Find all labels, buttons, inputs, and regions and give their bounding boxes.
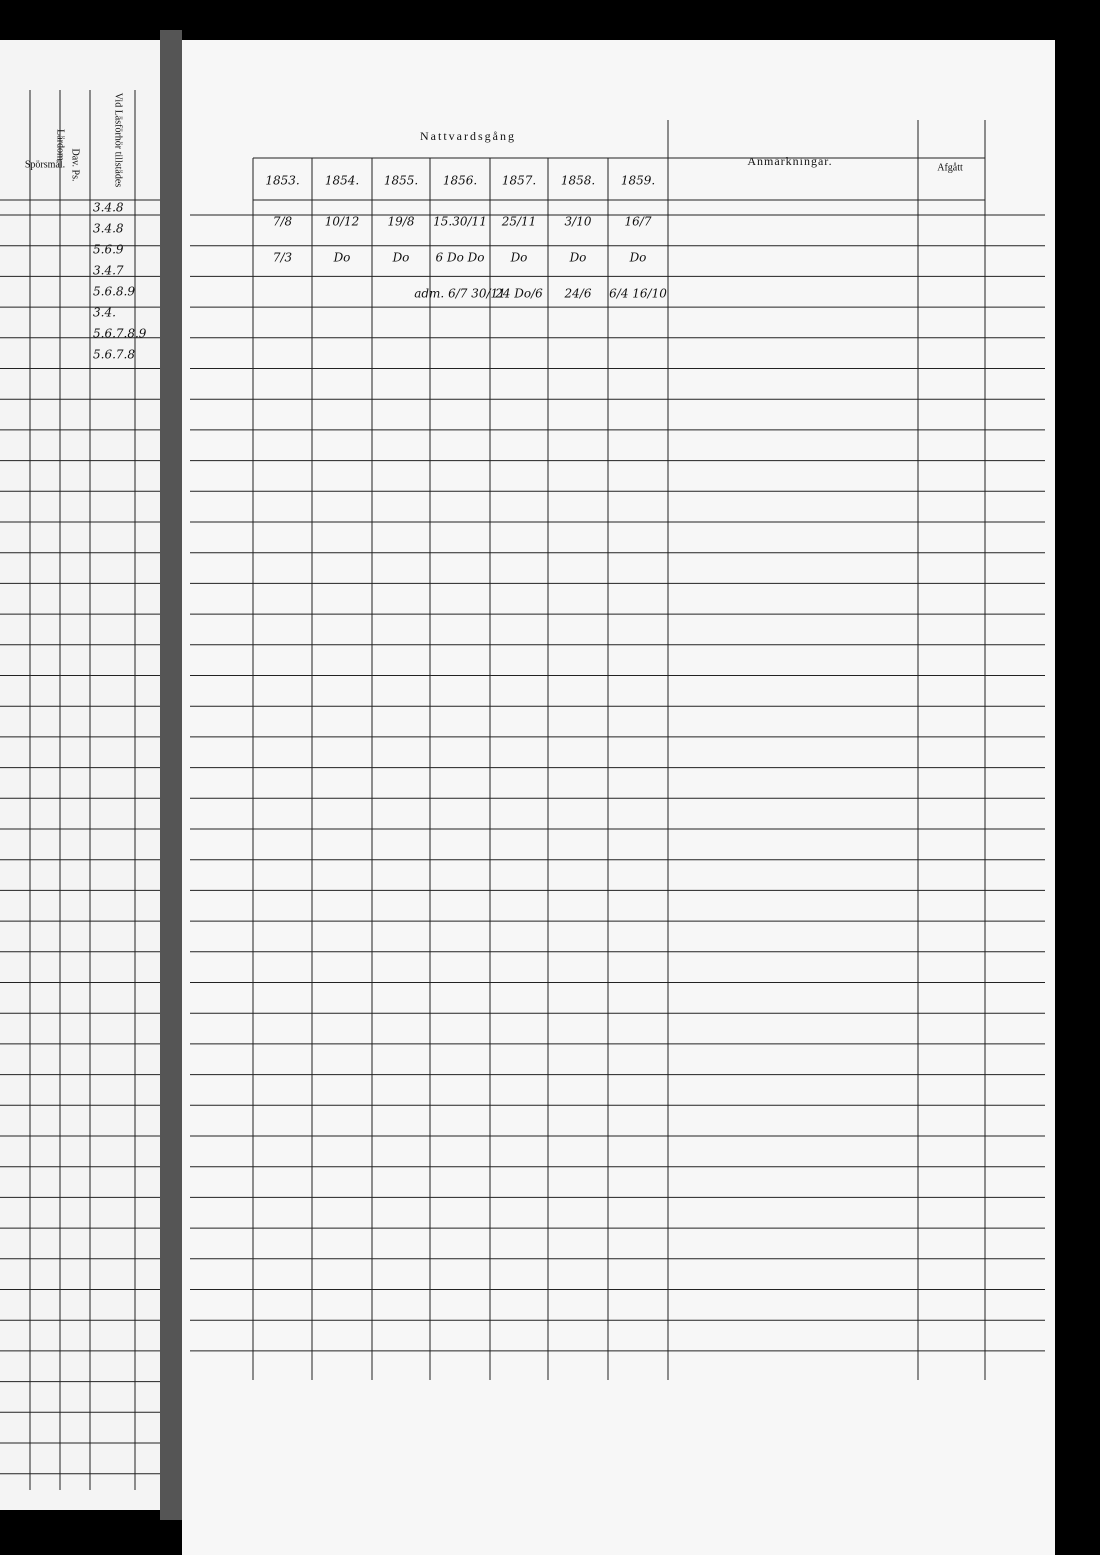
year-header: 1856. — [443, 174, 477, 188]
binding — [160, 30, 182, 1520]
entry: Do — [510, 251, 528, 265]
entry: 5.6.7.8.9 — [93, 327, 147, 341]
entry: Do — [333, 251, 351, 265]
year-header: 1859. — [621, 174, 655, 188]
remarks-header: Anmärkningar. — [747, 154, 832, 168]
column-header: Spörsmål. — [25, 159, 65, 170]
year-header: 1855. — [384, 174, 418, 188]
year-header: 1853. — [265, 174, 299, 188]
column-header: Dav. Ps. — [70, 149, 81, 182]
entry: 16/7 — [625, 215, 652, 229]
entry: 7/3 — [273, 251, 293, 265]
entry: 19/8 — [388, 215, 415, 229]
year-header: 1854. — [325, 174, 359, 188]
entry: 10/12 — [325, 215, 360, 229]
year-header: 1858. — [561, 174, 595, 188]
entry: adm. 6/7 30/11 — [414, 287, 506, 301]
left-page — [0, 40, 160, 1510]
entry: 6/4 16/10 — [609, 287, 667, 301]
content: Spörsmål. Dav. Ps. Lärdom Vid Läsförhör til… — [25, 93, 667, 362]
entry: 24 Do/6 — [494, 287, 543, 301]
entry: 15.30/11 — [433, 215, 487, 229]
entry: 6 Do Do — [436, 251, 485, 265]
entry: 3.4.8 — [93, 222, 124, 236]
entry: 7/8 — [273, 215, 293, 229]
ruling — [0, 90, 1045, 1490]
entry: 5.6.8.9 — [93, 285, 135, 299]
entry: 5.6.9 — [93, 243, 124, 257]
year-header: 1857. — [502, 174, 536, 188]
entry: 5.6.7.8 — [93, 348, 135, 362]
entry: Do — [392, 251, 410, 265]
entry: Do — [569, 251, 587, 265]
entry: 25/11 — [501, 215, 537, 229]
entry: 24/6 — [564, 287, 592, 301]
entry: 3.4.8 — [93, 201, 124, 215]
entry: Do — [629, 251, 647, 265]
column-header: Lärdom — [55, 129, 66, 161]
column-header: Vid Läsförhör tillstädes — [113, 93, 124, 187]
entry: 3.4.7 — [93, 264, 124, 278]
section-title: Nattvardsgång — [420, 129, 516, 143]
entry: 3.4. — [93, 306, 116, 320]
departed-header: Afgått — [937, 162, 963, 173]
entry: 3/10 — [565, 215, 592, 229]
right-page — [182, 40, 1055, 1555]
